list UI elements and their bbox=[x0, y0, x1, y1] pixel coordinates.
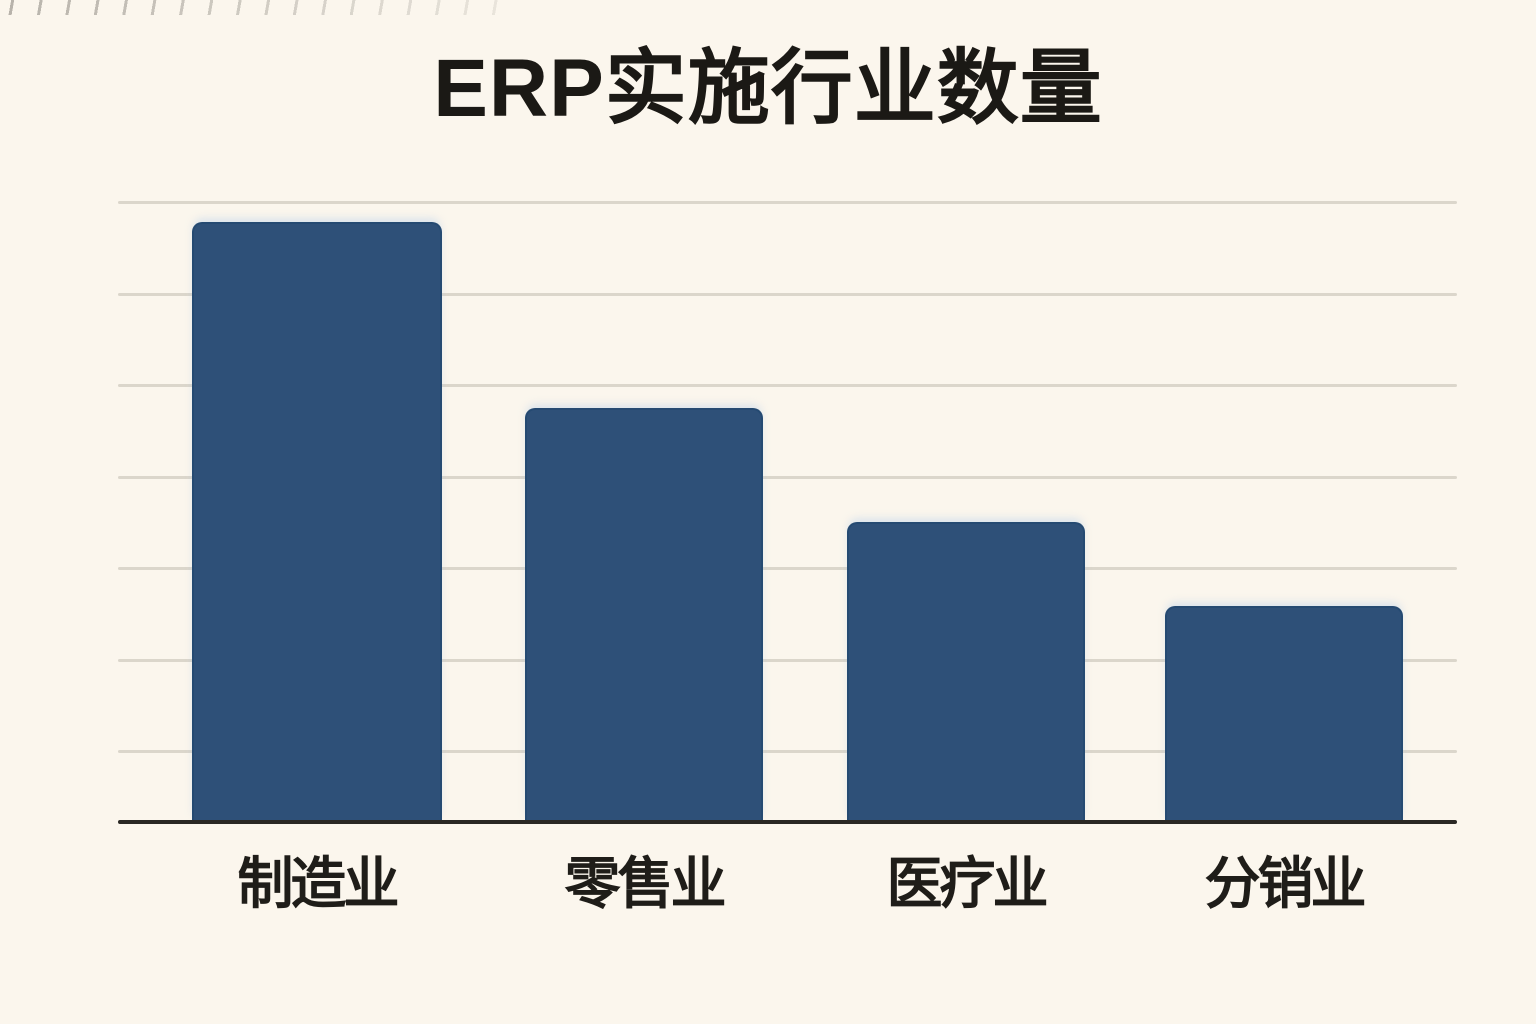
gridline bbox=[118, 658, 1457, 662]
gridline bbox=[118, 750, 1457, 753]
x-label-manufacturing: 制造业 bbox=[237, 852, 400, 915]
gridline bbox=[118, 292, 1457, 296]
x-label-healthcare: 医疗业 bbox=[886, 852, 1049, 915]
gridline bbox=[118, 475, 1457, 479]
chart-title: ERP实施行业数量 bbox=[433, 43, 1103, 134]
bar-healthcare bbox=[847, 522, 1085, 822]
gridline bbox=[118, 384, 1457, 387]
bar-retail bbox=[525, 408, 763, 822]
x-label-retail: 零售业 bbox=[564, 852, 727, 915]
x-axis-line bbox=[118, 820, 1457, 824]
gridline bbox=[118, 567, 1457, 570]
x-label-distribution: 分销业 bbox=[1204, 852, 1367, 915]
bar-distribution bbox=[1165, 606, 1403, 822]
bar-manufacturing bbox=[192, 222, 442, 822]
gridline bbox=[118, 201, 1457, 204]
